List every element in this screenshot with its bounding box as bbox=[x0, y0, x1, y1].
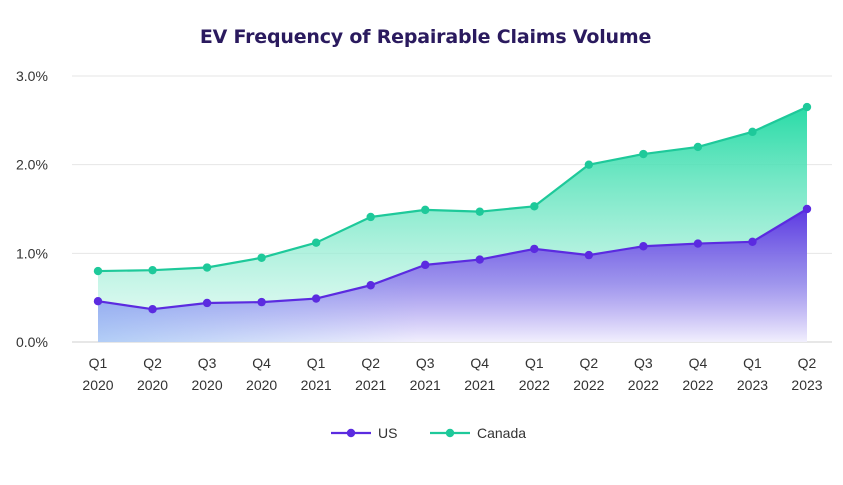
x-tick-label-year: 2020 bbox=[137, 377, 168, 393]
chart-title: EV Frequency of Repairable Claims Volume bbox=[199, 26, 652, 48]
x-tick-label-quarter: Q1 bbox=[307, 355, 326, 371]
x-tick-label-quarter: Q2 bbox=[798, 355, 817, 371]
y-tick-label: 3.0% bbox=[16, 68, 48, 84]
us-point bbox=[802, 204, 812, 214]
x-tick-label-quarter: Q1 bbox=[525, 355, 544, 371]
x-tick-label-quarter: Q1 bbox=[743, 355, 762, 371]
canada-point bbox=[148, 265, 157, 275]
line-layer bbox=[97, 106, 808, 311]
x-tick-label-quarter: Q2 bbox=[361, 355, 380, 371]
x-tick-label-year: 2021 bbox=[355, 377, 386, 393]
us-point bbox=[366, 281, 375, 290]
canada-point bbox=[693, 142, 703, 152]
canada-point bbox=[748, 127, 757, 137]
x-tick-label-quarter: Q4 bbox=[470, 355, 489, 371]
legend-us-marker bbox=[346, 428, 356, 438]
us-point bbox=[311, 294, 321, 303]
legend: US Canada bbox=[331, 425, 526, 441]
x-tick-label-year: 2021 bbox=[301, 377, 332, 393]
x-tick-label-quarter: Q3 bbox=[198, 355, 217, 371]
canada-point bbox=[584, 160, 594, 169]
canada-point bbox=[530, 202, 539, 211]
canada-point bbox=[311, 238, 321, 247]
axis-layer: 0.0% 1.0% 2.0% 3.0% Q1 2020 Q2 2020 Q3 2020 Q4 2020… bbox=[16, 68, 823, 393]
us-point bbox=[257, 297, 266, 307]
canada-point bbox=[257, 253, 266, 262]
us-line bbox=[97, 208, 808, 311]
x-tick-label-year: 2022 bbox=[573, 377, 604, 393]
x-tick-label-year: 2022 bbox=[682, 377, 713, 393]
x-tick-label-quarter: Q4 bbox=[252, 355, 271, 371]
canada-line bbox=[97, 106, 808, 273]
y-tick-label: 2.0% bbox=[16, 157, 48, 173]
canada-point bbox=[366, 212, 375, 222]
x-tick-label-quarter: Q1 bbox=[89, 355, 108, 371]
x-tick-label-year: 2020 bbox=[191, 377, 222, 393]
x-tick-label-year: 2022 bbox=[628, 377, 659, 393]
us-point bbox=[693, 239, 703, 248]
y-tick-label: 0.0% bbox=[16, 334, 48, 350]
x-tick-label-quarter: Q3 bbox=[634, 355, 653, 371]
x-tick-label-year: 2021 bbox=[410, 377, 441, 393]
us-point bbox=[530, 244, 539, 254]
x-tick-label-year: 2022 bbox=[519, 377, 550, 393]
canada-point bbox=[421, 205, 430, 215]
x-tick-label-quarter: Q2 bbox=[143, 355, 162, 371]
legend-canada-label: Canada bbox=[477, 425, 526, 441]
canada-point bbox=[639, 149, 648, 159]
canada-point bbox=[802, 102, 812, 112]
us-point bbox=[748, 237, 757, 247]
legend-canada-marker bbox=[445, 428, 455, 438]
us-point bbox=[421, 260, 430, 270]
us-point bbox=[93, 297, 103, 306]
x-tick-label-quarter: Q3 bbox=[416, 355, 435, 371]
us-point bbox=[639, 242, 648, 251]
us-point bbox=[148, 304, 157, 314]
x-tick-label-quarter: Q4 bbox=[689, 355, 708, 371]
area-layer bbox=[98, 107, 807, 342]
x-tick-label-year: 2020 bbox=[82, 377, 113, 393]
x-tick-label-year: 2020 bbox=[246, 377, 277, 393]
canada-point bbox=[475, 207, 484, 216]
us-point bbox=[475, 255, 484, 264]
canada-point bbox=[202, 263, 212, 272]
point-layer bbox=[93, 102, 812, 314]
legend-us-label: US bbox=[378, 425, 397, 441]
x-tick-label-year: 2023 bbox=[737, 377, 768, 393]
x-tick-label-quarter: Q2 bbox=[580, 355, 599, 371]
x-tick-label-year: 2021 bbox=[464, 377, 495, 393]
us-area-tint bbox=[98, 209, 807, 342]
us-point bbox=[202, 298, 212, 308]
canada-point bbox=[93, 266, 103, 276]
us-point bbox=[584, 250, 594, 260]
y-tick-label: 1.0% bbox=[16, 245, 48, 261]
x-tick-label-year: 2023 bbox=[791, 377, 822, 393]
